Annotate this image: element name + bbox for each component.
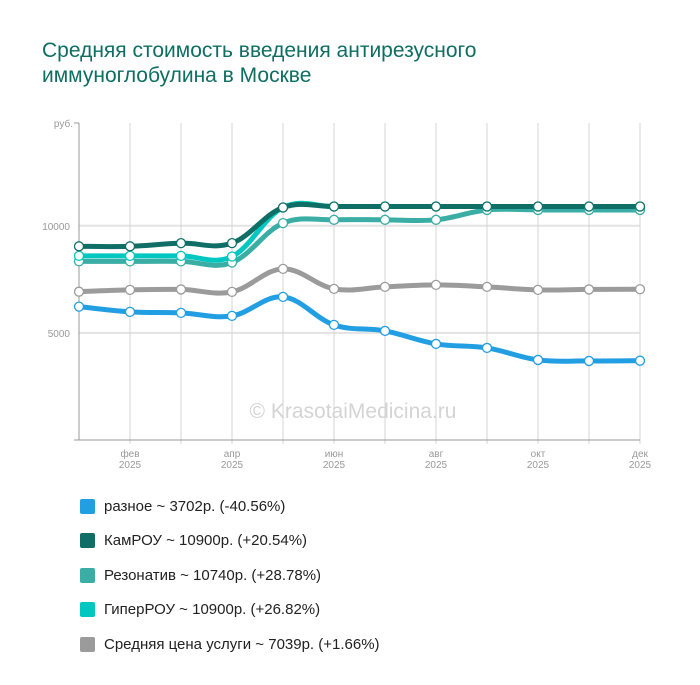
y-tick-label: 10000 [42,222,70,233]
data-point [481,342,493,354]
data-point [124,284,136,296]
data-point [73,286,85,297]
legend-label: КамРОУ ~ 10900р. (+20.54%) [104,532,308,550]
legend-item[interactable]: Средняя цена услуги ~ 7039р. (+1.66%) [80,627,380,662]
x-tick-year: 2025 [425,460,448,471]
data-point [634,284,646,295]
x-tick-label: дек [632,449,648,460]
data-point [328,319,340,331]
watermark: © KrasotaiMedicina.ru [250,400,457,423]
data-point [430,214,442,225]
data-point [379,325,391,337]
data-point [73,301,85,312]
data-point [226,310,238,322]
x-tick-label: апр [224,449,241,460]
x-tick-year: 2025 [323,460,346,471]
data-point [277,263,289,274]
data-point [277,217,289,229]
data-point [328,201,340,212]
data-point [175,250,187,262]
data-point [73,241,85,252]
chart-title: Средняя стоимость введения антирезусного… [42,39,477,87]
legend-label: разное ~ 3702р. (-40.56%) [104,497,286,515]
data-point [124,241,136,252]
data-point [175,238,187,249]
data-point [430,338,442,350]
legend: разное ~ 3702р. (-40.56%) КамРОУ ~ 10900р… [80,489,380,662]
data-point [634,201,646,212]
data-point [226,251,238,262]
data-point [583,201,595,212]
data-point [379,201,391,212]
data-point [328,214,340,225]
data-point [583,355,595,367]
legend-label: Средняя цена услуги ~ 7039р. (+1.66%) [104,635,380,653]
data-point [379,281,391,293]
legend-swatch [80,636,95,652]
x-tick-year: 2025 [629,460,652,471]
x-tick-label: фев [120,448,139,460]
x-tick-year: 2025 [527,460,550,471]
data-point [277,291,289,303]
legend-item[interactable]: Резонатив ~ 10740р. (+28.78%) [80,558,380,593]
data-point [532,201,544,212]
series-line-Средняя цена услуги [76,266,643,296]
legend-swatch [80,498,95,514]
data-point [430,279,442,291]
y-axis-unit: руб. [54,118,73,130]
data-point [532,284,544,296]
data-point [481,281,493,293]
legend-item[interactable]: ГиперРОУ ~ 10900р. (+26.82%) [80,593,380,628]
data-point [226,286,238,298]
legend-label: ГиперРОУ ~ 10900р. (+26.82%) [104,601,321,619]
legend-swatch [80,567,95,583]
data-point [430,201,442,212]
x-tick-label: окт [531,449,546,460]
data-point [175,284,187,295]
legend-item[interactable]: КамРОУ ~ 10900р. (+20.54%) [80,524,380,559]
data-point [124,250,136,262]
x-tick-year: 2025 [221,460,244,471]
data-point [532,354,544,366]
series-line-разное [76,294,643,364]
data-point [124,306,136,318]
data-point [226,238,238,249]
legend-item[interactable]: разное ~ 3702р. (-40.56%) [80,489,380,524]
data-point [175,307,187,319]
data-point [379,214,391,225]
y-tick-label: 5000 [48,329,71,340]
x-tick-label: авг [429,449,444,460]
line-chart: 500010000руб.фев2025апр2025июн2025авг202… [42,118,652,471]
legend-swatch [80,602,95,618]
data-point [634,355,646,366]
legend-label: Резонатив ~ 10740р. (+28.78%) [104,566,322,584]
data-point [73,250,85,262]
x-tick-year: 2025 [119,460,142,471]
data-point [328,283,340,295]
x-tick-label: июн [325,449,344,460]
data-point [583,284,595,295]
data-point [481,201,493,212]
data-point [277,202,289,213]
legend-swatch [80,533,95,549]
